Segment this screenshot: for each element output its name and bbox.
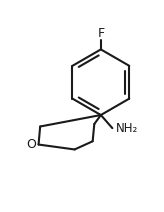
Text: O: O bbox=[26, 138, 36, 151]
Text: NH₂: NH₂ bbox=[116, 122, 138, 135]
Text: F: F bbox=[97, 26, 104, 40]
